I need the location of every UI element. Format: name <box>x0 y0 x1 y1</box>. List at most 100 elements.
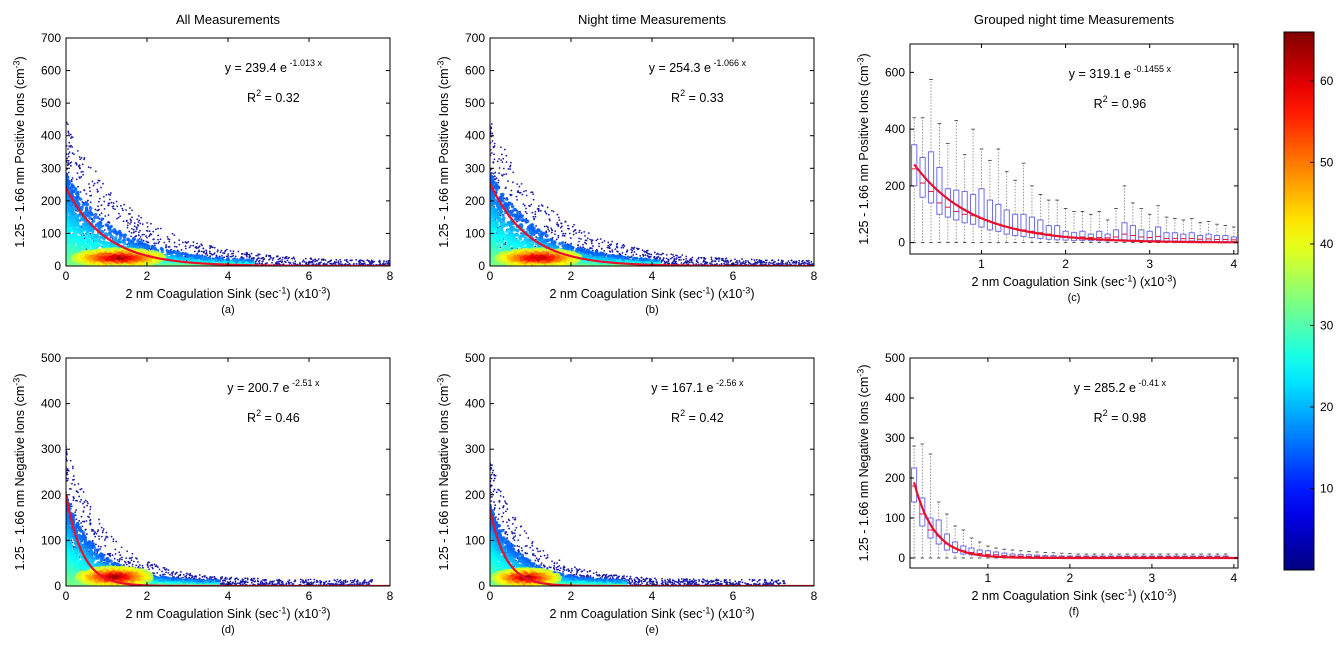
scatter-point <box>99 214 101 216</box>
scatter-point <box>339 259 341 261</box>
scatter-point <box>97 205 99 207</box>
density-point <box>215 259 218 262</box>
scatter-point <box>134 222 136 224</box>
density-point <box>72 258 76 262</box>
density-point <box>151 245 154 248</box>
scatter-point <box>293 256 295 258</box>
scatter-point <box>396 260 398 262</box>
density-point <box>70 248 73 251</box>
scatter-point <box>233 250 235 252</box>
scatter-point <box>179 244 181 246</box>
y-tick-label: 400 <box>41 129 61 143</box>
density-point <box>69 228 72 231</box>
scatter-point <box>98 201 100 203</box>
density-point <box>115 232 118 235</box>
scatter-point <box>263 259 265 261</box>
density-point <box>86 250 90 254</box>
scatter-point <box>366 259 368 261</box>
scatter-point <box>395 261 397 263</box>
scatter-point <box>167 236 169 238</box>
density-point <box>85 201 88 204</box>
plot-area <box>488 123 814 268</box>
scatter-point <box>396 262 398 264</box>
scatter-point <box>397 260 399 262</box>
density-point <box>117 251 121 255</box>
scatter-point <box>97 180 99 182</box>
density-point <box>92 250 96 254</box>
scatter-point <box>110 192 112 194</box>
scatter-point <box>137 221 139 223</box>
density-point <box>80 218 83 221</box>
scatter-point <box>335 262 337 264</box>
scatter-point <box>133 229 135 231</box>
scatter-point <box>217 251 219 253</box>
scatter-point <box>138 215 140 217</box>
scatter-point <box>136 228 138 230</box>
scatter-point <box>88 183 90 185</box>
scatter-point <box>196 243 198 245</box>
scatter-point <box>305 258 307 260</box>
scatter-point <box>79 158 81 160</box>
scatter-point <box>157 239 159 241</box>
scatter-point <box>258 262 260 264</box>
scatter-point <box>123 204 125 206</box>
scatter-point <box>147 230 149 232</box>
density-point <box>197 256 200 259</box>
density-point <box>100 217 103 220</box>
density-point <box>65 214 68 217</box>
scatter-point <box>102 183 104 185</box>
density-point <box>87 246 90 249</box>
density-point <box>77 244 80 247</box>
scatter-point <box>165 246 167 248</box>
scatter-point <box>255 255 257 257</box>
scatter-point <box>331 263 333 265</box>
scatter-point <box>395 260 397 262</box>
scatter-point <box>217 249 219 251</box>
scatter-point <box>400 263 402 265</box>
scatter-point <box>116 218 118 220</box>
scatter-point <box>394 264 396 266</box>
density-point <box>87 214 90 217</box>
scatter-point <box>258 257 260 259</box>
scatter-point <box>93 185 95 187</box>
scatter-point <box>345 263 347 265</box>
scatter-point <box>292 258 294 260</box>
density-point <box>160 247 163 250</box>
chart-title: All Measurements <box>176 12 281 27</box>
density-point <box>74 188 77 191</box>
density-point <box>71 184 74 187</box>
scatter-point <box>79 167 81 169</box>
scatter-point <box>77 172 79 174</box>
scatter-point <box>174 246 176 248</box>
scatter-point <box>126 220 128 222</box>
scatter-point <box>155 242 157 244</box>
scatter-point <box>118 213 120 215</box>
scatter-point <box>288 262 290 264</box>
plot-area <box>64 121 405 267</box>
scatter-point <box>214 247 216 249</box>
scatter-point <box>399 260 401 262</box>
density-point <box>84 259 88 263</box>
scatter-point <box>80 191 82 193</box>
scatter-point <box>321 259 323 261</box>
scatter-point <box>393 265 395 267</box>
scatter-point <box>224 252 226 254</box>
scatter-point <box>69 151 71 153</box>
scatter-point <box>169 246 171 248</box>
scatter-point <box>299 262 301 264</box>
scatter-point <box>287 257 289 259</box>
scatter-point <box>81 201 83 203</box>
scatter-point <box>279 258 281 260</box>
density-point <box>94 234 97 237</box>
scatter-point <box>130 221 132 223</box>
scatter-point <box>393 264 395 266</box>
scatter-point <box>150 233 152 235</box>
scatter-point <box>256 258 258 260</box>
scatter-point <box>302 259 304 261</box>
density-point <box>133 242 136 245</box>
density-point <box>108 227 111 230</box>
scatter-point <box>210 253 212 255</box>
scatter-point <box>127 227 129 229</box>
scatter-point <box>95 209 97 211</box>
